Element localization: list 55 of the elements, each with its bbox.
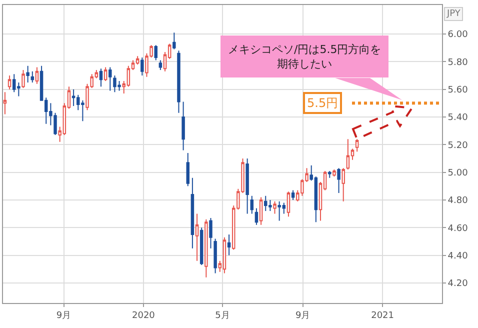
y-tick-label: 5.60 [448,86,468,96]
x-tick-label: 2021 [371,310,394,321]
candlestick [190,177,194,249]
candlestick [346,138,350,170]
candlestick [286,191,290,218]
candlestick [246,158,249,214]
candlestick [204,218,208,278]
y-tick-label: 4.60 [448,224,468,234]
candlestick [259,196,263,226]
y-tick-label: 5.20 [448,140,468,151]
candlestick [342,168,345,202]
candlestick [177,50,180,114]
candlestick [222,236,226,274]
candlestick [172,32,176,50]
candlestick [332,169,336,177]
candlestick [195,213,199,262]
candlestick [254,208,258,226]
y-tick-label: 4.40 [448,251,468,262]
candlestick [355,138,359,152]
candlestick [26,65,30,83]
x-tick-label: 9月 [295,310,310,321]
ref-line-label: 5.5円 [307,96,338,110]
candlestick [104,66,108,82]
candlestick [273,200,276,214]
candlestick [291,190,295,200]
candlestick [30,70,34,83]
candlestick [337,168,340,194]
candlestick [200,227,204,266]
candlestick [250,195,254,214]
candlestick [158,60,162,70]
candlestick [328,170,332,178]
y-tick-label: 4.80 [448,196,468,206]
x-tick-label: 5月 [215,310,230,321]
candlestick [99,68,103,88]
candlestick [108,66,112,92]
candlestick [186,152,190,187]
y-tick-label: 5.80 [448,58,468,68]
candlestick [8,75,12,90]
y-axis-title: JPY [446,9,461,19]
candlestick [214,238,217,274]
x-tick-label: 2020 [132,310,156,321]
candlestick [227,234,231,256]
y-tick-label: 5.00 [448,168,468,178]
candlestick [154,44,158,61]
annotation: メキシコペソ/円は5.5円方向を期待したい [228,43,382,70]
x-tick-label: 9月 [56,310,72,321]
candlestick [209,217,212,249]
y-tick-label: 6.00 [448,30,468,40]
candlestick [35,66,39,84]
y-tick-label: 4.20 [448,279,468,290]
y-tick-label: 5.40 [448,113,468,124]
candlestick [182,101,185,151]
candlestick [140,57,144,76]
candlestick [3,92,7,115]
candlestick [22,69,25,88]
